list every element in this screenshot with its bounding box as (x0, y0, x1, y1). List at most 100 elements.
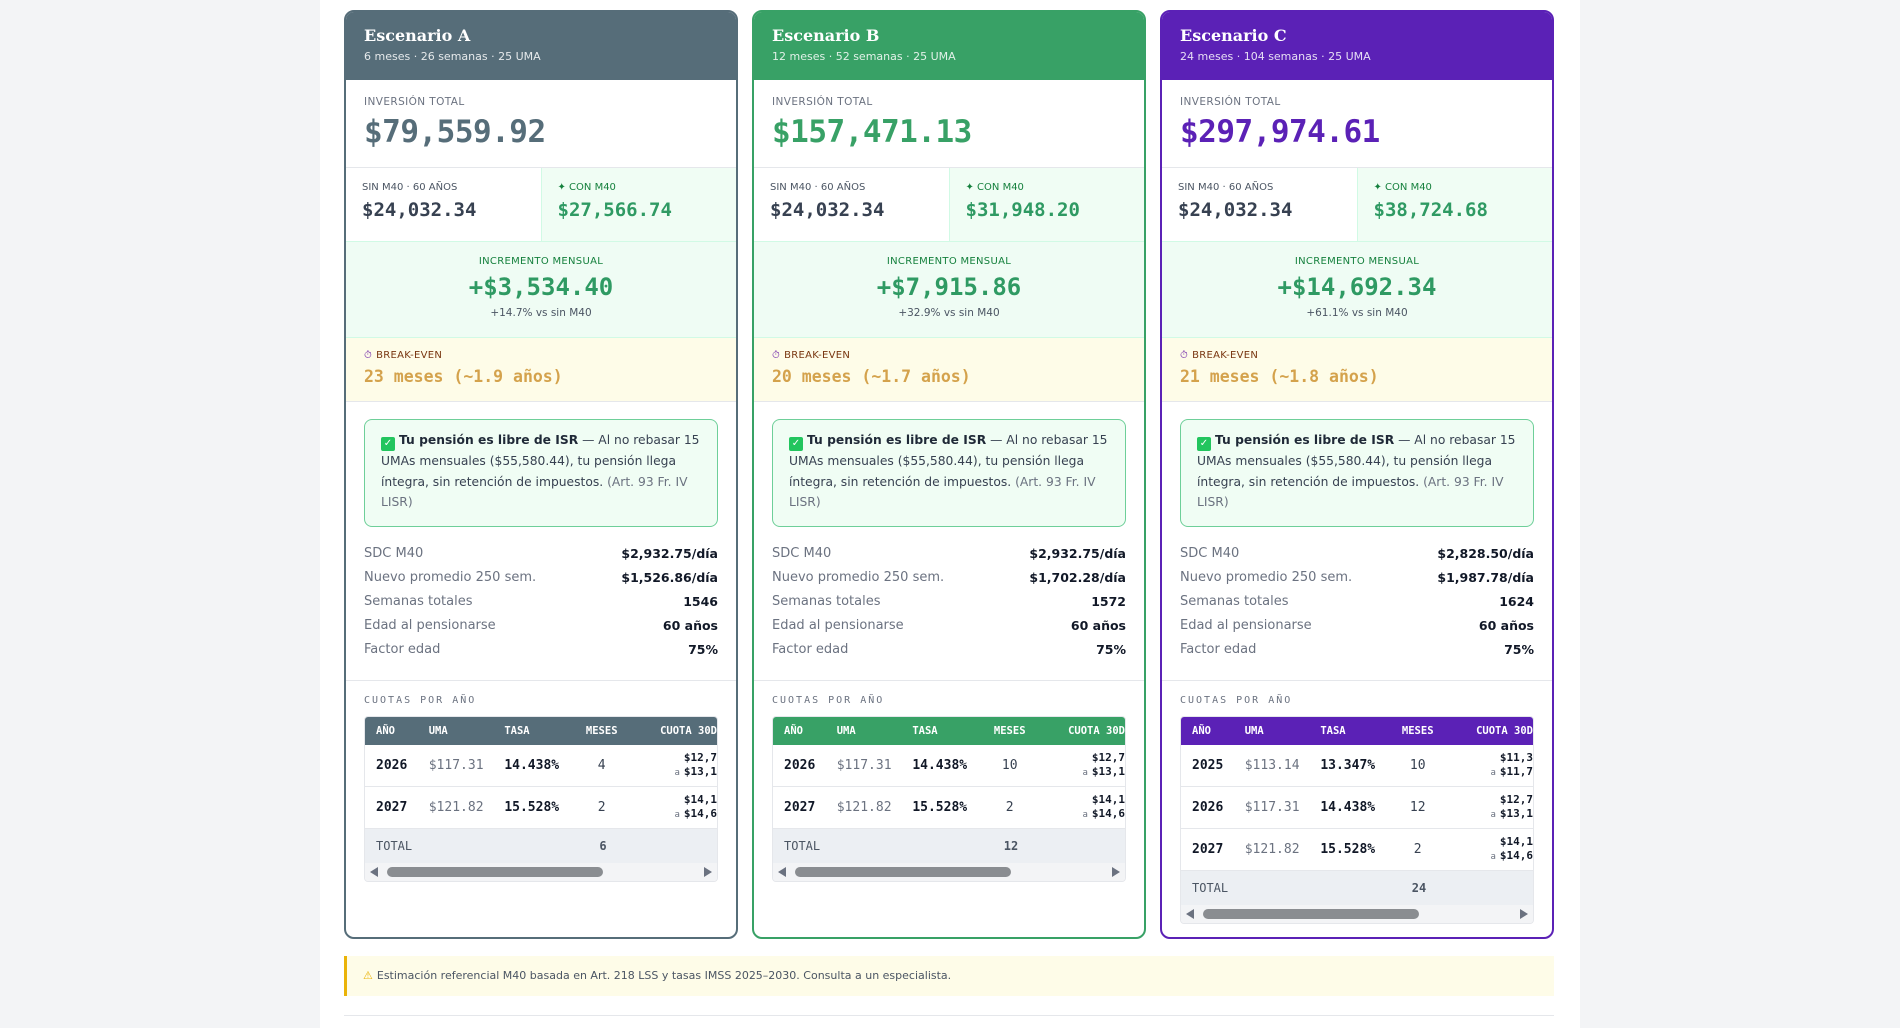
stat-value: 75% (1096, 642, 1126, 657)
con-m40-label: ✦ CON M40 (965, 182, 1024, 193)
stat-value: $2,932.75/día (621, 546, 718, 561)
header-cuota: CUOTA 30D (1476, 725, 1533, 737)
stat-row: Factor edad 75% (364, 642, 718, 666)
total-meses: 12 (1003, 839, 1019, 853)
stat-label: Factor edad (772, 642, 849, 657)
cell-year: 2026 (1192, 800, 1224, 815)
cuota-max: $13,1 (1091, 765, 1125, 778)
stats-list: SDC M40 $2,932.75/día Nuevo promedio 250 … (364, 546, 718, 666)
cuota-sep: a (674, 768, 680, 778)
stats-list: SDC M40 $2,828.50/día Nuevo promedio 250 … (1180, 546, 1534, 666)
stat-value: 1546 (683, 594, 718, 609)
breakeven-label: BREAK-EVEN (376, 350, 443, 361)
cell-uma: $117.31 (1244, 800, 1300, 815)
cell-tasa: 14.438% (1320, 800, 1376, 815)
scroll-left-icon[interactable] (778, 867, 786, 877)
cell-tasa: 14.438% (504, 758, 560, 773)
cell-tasa: 14.438% (912, 758, 968, 773)
table-header: AÑO UMA TASA MESES CUOTA 30D (365, 717, 717, 745)
scenario-card-b: Escenario B 12 meses · 52 semanas · 25 U… (752, 10, 1146, 939)
inversion-section: INVERSIÓN TOTAL $157,471.13 (754, 80, 1144, 168)
table-row: 2026 $117.31 14.438% 10 $12,7 a $13,1 (773, 745, 1125, 787)
scroll-right-icon[interactable] (1112, 867, 1120, 877)
stat-value: 75% (688, 642, 718, 657)
stat-row: Nuevo promedio 250 sem. $1,702.28/día (772, 570, 1126, 594)
stat-label: Semanas totales (364, 594, 473, 609)
cell-year: 2027 (1192, 842, 1224, 857)
stat-row: Factor edad 75% (1180, 642, 1534, 666)
cell-meses: 2 (597, 800, 606, 815)
horizontal-scrollbar[interactable] (1181, 905, 1533, 923)
cuota-max: $11,7 (1499, 765, 1533, 778)
breakeven-section: ⏱ BREAK-EVEN 21 meses (~1.8 años) (1162, 338, 1552, 402)
timer-icon: ⏱ (772, 350, 781, 361)
horizontal-scrollbar[interactable] (773, 863, 1125, 881)
inversion-section: INVERSIÓN TOTAL $79,559.92 (346, 80, 736, 168)
header-tasa: TASA (1320, 725, 1346, 737)
cuotas-section: CUOTAS POR AÑO AÑO UMA TASA MESES CUOTA … (346, 680, 736, 882)
breakeven-value: 20 meses (~1.7 años) (772, 367, 971, 386)
cuota-max: $14,6 (683, 807, 717, 820)
scroll-left-icon[interactable] (370, 867, 378, 877)
cuotas-section: CUOTAS POR AÑO AÑO UMA TASA MESES CUOTA … (754, 680, 1144, 882)
incremento-note: +61.1% vs sin M40 (1306, 307, 1408, 319)
horizontal-scrollbar[interactable] (365, 863, 717, 881)
warning-icon: ⚠ (363, 969, 373, 982)
stat-label: Edad al pensionarse (1180, 618, 1312, 633)
header-uma: UMA (836, 725, 856, 737)
isr-notice: ✓ Tu pensión es libre de ISR — Al no reba… (1180, 419, 1534, 527)
scroll-thumb[interactable] (387, 867, 603, 877)
breakeven-label: BREAK-EVEN (1192, 350, 1259, 361)
sin-m40-label: SIN M40 · 60 AÑOS (362, 182, 458, 193)
incremento-section: INCREMENTO MENSUAL +$7,915.86 +32.9% vs … (754, 242, 1144, 338)
pension-comparison: SIN M40 · 60 AÑOS $24,032.34 ✦ CON M40 $… (1162, 168, 1552, 242)
stat-row: Edad al pensionarse 60 años (364, 618, 718, 642)
stat-label: Nuevo promedio 250 sem. (364, 570, 537, 585)
check-icon: ✓ (789, 437, 803, 451)
stat-value: 60 años (1070, 618, 1126, 633)
cell-tasa: 15.528% (1320, 842, 1376, 857)
cuota-sep: a (1490, 768, 1496, 778)
card-title: Escenario C (1180, 26, 1287, 45)
cell-meses: 10 (1409, 758, 1426, 773)
sin-m40-label: SIN M40 · 60 AÑOS (1178, 182, 1274, 193)
cuotas-title: CUOTAS POR AÑO (1180, 695, 1293, 706)
cell-cuota: $12,7 a $13,1 (1040, 751, 1125, 780)
header-uma: UMA (428, 725, 448, 737)
cuotas-title: CUOTAS POR AÑO (364, 695, 477, 706)
card-subtitle: 6 meses · 26 semanas · 25 UMA (364, 50, 541, 63)
scroll-thumb[interactable] (795, 867, 1011, 877)
cell-meses: 2 (1005, 800, 1014, 815)
cuota-max: $13,1 (683, 765, 717, 778)
card-header: Escenario A 6 meses · 26 semanas · 25 UM… (346, 12, 736, 80)
scenario-card-a: Escenario A 6 meses · 26 semanas · 25 UM… (344, 10, 738, 939)
pension-comparison: SIN M40 · 60 AÑOS $24,032.34 ✦ CON M40 $… (346, 168, 736, 242)
total-label: TOTAL (1192, 881, 1229, 895)
header-meses: MESES (993, 725, 1026, 737)
scroll-left-icon[interactable] (1186, 909, 1194, 919)
scenario-card-c: Escenario C 24 meses · 104 semanas · 25 … (1160, 10, 1554, 939)
scroll-right-icon[interactable] (704, 867, 712, 877)
sin-m40-column: SIN M40 · 60 AÑOS $24,032.34 (754, 168, 950, 241)
cuota-max: $14,6 (1499, 849, 1533, 862)
card-header: Escenario B 12 meses · 52 semanas · 25 U… (754, 12, 1144, 80)
stat-row: Edad al pensionarse 60 años (772, 618, 1126, 642)
isr-reference: (Art. 93 Fr. IV LISR) (1197, 474, 1504, 510)
cell-meses: 12 (1409, 800, 1426, 815)
incremento-label: INCREMENTO MENSUAL (478, 256, 604, 267)
total-meses: 6 (599, 839, 607, 853)
total-label: TOTAL (376, 839, 413, 853)
disclaimer-text: Estimación referencial M40 basada en Art… (376, 969, 952, 982)
stat-value: 60 años (1478, 618, 1534, 633)
scroll-right-icon[interactable] (1520, 909, 1528, 919)
cell-cuota: $14,1 a $14,6 (632, 793, 717, 822)
sin-m40-column: SIN M40 · 60 AÑOS $24,032.34 (1162, 168, 1358, 241)
incremento-label: INCREMENTO MENSUAL (886, 256, 1012, 267)
stat-value: $2,932.75/día (1029, 546, 1126, 561)
scroll-thumb[interactable] (1203, 909, 1419, 919)
cuotas-title: CUOTAS POR AÑO (772, 695, 885, 706)
sin-m40-value: $24,032.34 (362, 199, 477, 221)
isr-text: — Al no rebasar 15 UMAs mensuales ($55,5… (381, 433, 700, 489)
isr-bold: Tu pensión es libre de ISR (399, 433, 579, 447)
stat-value: $2,828.50/día (1437, 546, 1534, 561)
